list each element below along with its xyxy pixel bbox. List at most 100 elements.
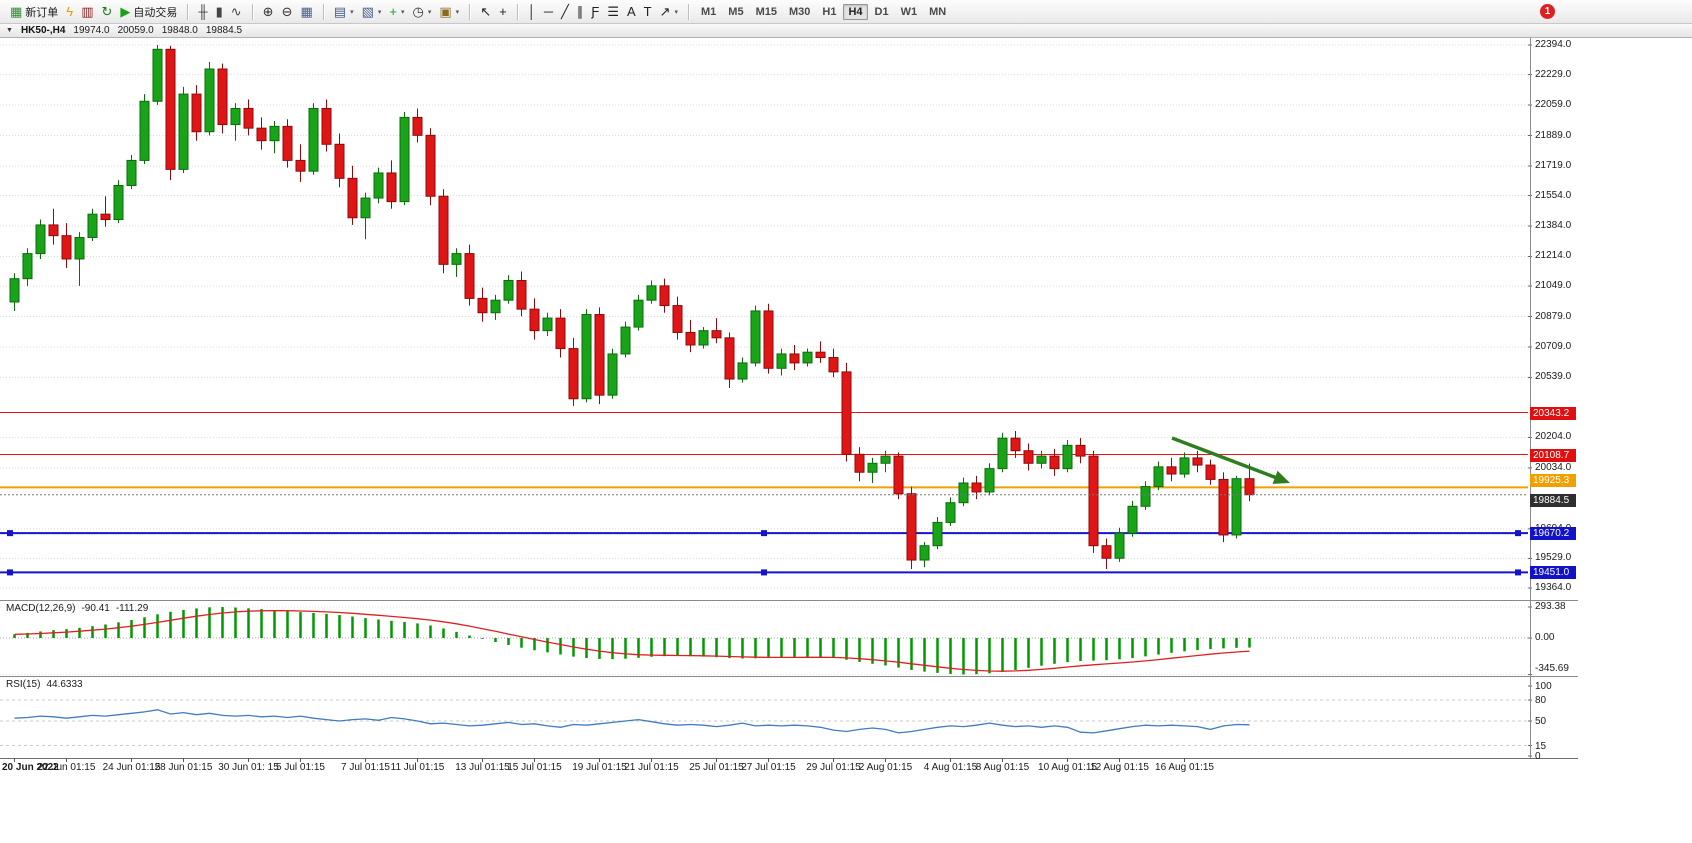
macd-panel — [0, 606, 1532, 676]
indicators-icon: + — [389, 4, 397, 19]
chevron-down-icon: ▾ — [674, 8, 679, 16]
toolbar-group: ╫ ▮ ∿ — [192, 2, 247, 22]
hline-icon: ─ — [543, 4, 554, 19]
market-watch-button[interactable]: ▥ — [77, 2, 97, 22]
candlestick-type-button[interactable]: ▮ — [212, 2, 227, 22]
chevron-down-icon: ▾ — [427, 8, 432, 16]
ohlc-low: 19848.0 — [161, 25, 198, 36]
zoom-out-button[interactable]: ⊖ — [278, 2, 297, 22]
trendline-button[interactable]: ╱ — [557, 2, 573, 22]
timeframe-group: M1 M5 M15 M30 H1 H4 D1 W1 MN — [693, 3, 954, 20]
time-axis — [14, 758, 1185, 762]
line-chart-type-icon: ∿ — [230, 4, 242, 19]
shapes-icon: ☰ — [607, 4, 619, 19]
timeframe-h1[interactable]: H1 — [822, 5, 837, 18]
indicators-button[interactable]: + ▾ — [385, 2, 408, 22]
refresh-icon: ↻ — [101, 4, 113, 19]
new-order-button[interactable]: ▦ 新订单 — [6, 2, 62, 22]
new-chart-icon: ▤ — [333, 4, 347, 19]
crosshair-icon: + — [499, 4, 507, 19]
candlestick-type-icon: ▮ — [215, 4, 223, 19]
ohlc-high: 20059.0 — [117, 25, 154, 36]
autotrading-button[interactable]: ▶ 自动交易 — [116, 2, 181, 22]
chart-menu-icon[interactable]: ▼ — [6, 27, 13, 34]
toolbar-separator — [187, 3, 189, 20]
arrows-button[interactable]: ↗ ▾ — [656, 2, 682, 22]
candles — [9, 45, 1255, 570]
fibonacci-icon: Ƒ — [591, 4, 600, 19]
panel-separators — [0, 38, 1578, 759]
chart-symbol-period: HK50-,H4 — [20, 25, 66, 36]
hline-button[interactable]: ─ — [540, 2, 557, 22]
tile-windows-button[interactable]: ▦ — [296, 2, 316, 22]
periods-button[interactable]: ◷ ▾ — [409, 2, 436, 22]
metaeditor-button[interactable]: ϟ — [62, 2, 77, 22]
timeframe-m15[interactable]: M15 — [755, 5, 777, 18]
chevron-down-icon: ▾ — [350, 8, 354, 16]
toolbar-group: ▦ 新订单 ϟ ▥ ↻ ▶ 自动交易 — [4, 2, 183, 22]
tile-windows-icon: ▦ — [300, 4, 313, 19]
toolbar-group: │ ─ ╱ ∥ Ƒ ☰ A T ↗ ▾ — [522, 2, 684, 22]
toolbar-separator — [688, 3, 690, 20]
arrows-icon: ↗ — [659, 4, 671, 19]
text-label-button[interactable]: T — [640, 2, 656, 22]
text-label-icon: T — [643, 4, 652, 19]
autotrading-icon: ▶ — [120, 4, 131, 19]
chevron-down-icon: ▾ — [455, 8, 460, 16]
fibonacci-button[interactable]: Ƒ — [587, 2, 603, 22]
metaeditor-icon: ϟ — [66, 4, 74, 19]
toolbar-separator — [322, 3, 324, 20]
template-icon: ▣ — [439, 4, 452, 19]
rsi-panel — [0, 685, 1532, 757]
timeframe-m5[interactable]: M5 — [728, 5, 744, 18]
channel-icon: ∥ — [576, 4, 584, 19]
notification-badge[interactable]: 1 — [1540, 4, 1555, 19]
ohlc-open: 19974.0 — [73, 25, 110, 36]
profiles-icon: ▧ — [361, 4, 374, 19]
toolbar-separator — [516, 3, 518, 20]
new-order-button-label: 新订单 — [25, 6, 59, 19]
timeframe-h4[interactable]: H4 — [843, 3, 868, 20]
template-button[interactable]: ▣ ▾ — [435, 2, 463, 22]
vline-icon: │ — [527, 4, 536, 19]
horizontal-line-objects — [0, 412, 1528, 576]
chevron-down-icon: ▾ — [377, 8, 382, 16]
market-watch-icon: ▥ — [81, 4, 94, 19]
toolbar-group: ▤ ▾ ▧ ▾ + ▾ ◷ ▾ ▣ ▾ — [328, 2, 465, 22]
timeframe-m1[interactable]: M1 — [701, 5, 717, 18]
text-icon: A — [626, 4, 636, 19]
crosshair-button[interactable]: + — [495, 2, 511, 22]
toolbar-separator — [469, 3, 471, 20]
cursor-button[interactable]: ↖ — [476, 2, 495, 22]
timeframe-m30[interactable]: M30 — [788, 5, 811, 18]
periods-icon: ◷ — [412, 4, 424, 19]
profiles-button[interactable]: ▧ ▾ — [358, 2, 386, 22]
bar-chart-type-button[interactable]: ╫ — [194, 2, 211, 22]
timeframe-mn[interactable]: MN — [929, 5, 947, 18]
new-order-icon: ▦ — [10, 4, 23, 19]
trend-arrow — [1171, 436, 1290, 484]
bar-chart-type-icon: ╫ — [198, 4, 208, 19]
toolbar: ▦ 新订单 ϟ ▥ ↻ ▶ 自动交易 ╫ ▮ ∿ ⊕ ⊖ ▦ ▤ ▾ ▧ ▾ + ▾ ◷ ▾ ▣ ▾ ↖ + │ ─ ╱ ∥ Ƒ ☰ A T ↗ ▾… — [0, 0, 1692, 24]
toolbar-separator — [251, 3, 253, 20]
zoom-out-icon: ⊖ — [281, 4, 293, 19]
shapes-button[interactable]: ☰ — [603, 2, 623, 22]
zoom-in-icon: ⊕ — [262, 4, 274, 19]
line-chart-type-button[interactable]: ∿ — [227, 2, 246, 22]
toolbar-group: ↖ + — [474, 2, 513, 22]
zoom-in-button[interactable]: ⊕ — [259, 2, 278, 22]
timeframe-w1[interactable]: W1 — [900, 5, 918, 18]
timeframe-d1[interactable]: D1 — [874, 5, 889, 18]
new-chart-button[interactable]: ▤ ▾ — [330, 2, 358, 22]
chevron-down-icon: ▾ — [401, 8, 405, 16]
autotrading-button-label: 自动交易 — [133, 6, 178, 19]
vline-button[interactable]: │ — [524, 2, 540, 22]
refresh-button[interactable]: ↻ — [97, 2, 116, 22]
channel-button[interactable]: ∥ — [573, 2, 588, 22]
toolbar-group: ⊕ ⊖ ▦ — [257, 2, 319, 22]
trendline-icon: ╱ — [561, 4, 569, 19]
text-button[interactable]: A — [623, 2, 640, 22]
ohlc-close: 19884.5 — [205, 25, 243, 36]
